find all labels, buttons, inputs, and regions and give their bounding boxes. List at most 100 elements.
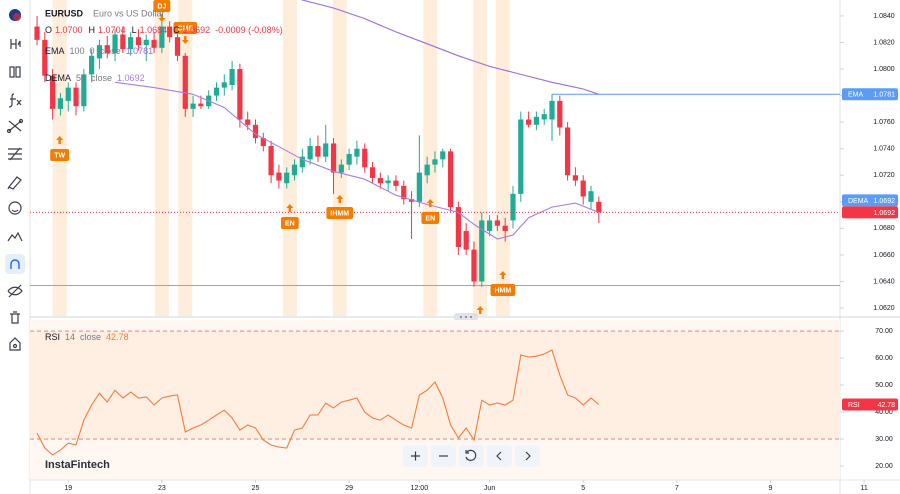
- ohlc-value: 1.0692: [183, 25, 211, 35]
- candle-body: [135, 37, 142, 46]
- fib-tool[interactable]: [8, 147, 22, 161]
- candle-body: [416, 172, 422, 202]
- rsi-band: [30, 331, 840, 440]
- x-tick-label: 7: [675, 485, 679, 492]
- ema-legend: EMA 100 0 close 1.0781: [45, 46, 153, 56]
- y-tick-label: 1.0820: [873, 39, 895, 46]
- indicator-value: 1.0781: [126, 46, 154, 56]
- event-label: IHMM: [330, 210, 349, 217]
- toolbar: [0, 0, 31, 494]
- indicators-button[interactable]: [8, 93, 22, 108]
- candle-body: [502, 225, 508, 232]
- candle-body: [221, 82, 227, 88]
- indicator-name: RSI: [45, 332, 60, 342]
- event-arrow: [158, 14, 166, 22]
- y-tick-label: 1.0840: [873, 13, 895, 20]
- y-tick-label: 50.00: [875, 382, 893, 389]
- candle-body: [96, 45, 103, 59]
- candle-body: [229, 69, 235, 85]
- axis-value-label-bg: [842, 206, 898, 219]
- candle-body: [112, 34, 118, 54]
- candle-body: [190, 103, 196, 109]
- event-label: TW: [54, 152, 65, 159]
- candle-body: [494, 220, 500, 226]
- candle-body: [315, 146, 321, 157]
- candle-body: [541, 114, 547, 120]
- axis-label-value: 1.0692: [874, 198, 896, 205]
- lock-tool[interactable]: [9, 337, 21, 351]
- chart-type-button[interactable]: [9, 66, 21, 78]
- y-tick-label: 70.00: [875, 328, 893, 335]
- y-tick-label: 1.0640: [873, 278, 895, 285]
- ohlc-value: 1.0704: [98, 25, 126, 35]
- candle-body: [479, 220, 485, 282]
- candle-body: [128, 37, 134, 50]
- candle-body: [237, 69, 243, 120]
- interval-button[interactable]: [10, 39, 21, 49]
- candle-body: [377, 177, 383, 184]
- scroll-left[interactable]: [487, 445, 512, 467]
- event-band: [423, 0, 438, 316]
- candle-body: [42, 39, 48, 76]
- candle-body: [385, 180, 391, 184]
- candle-body: [354, 148, 360, 157]
- zoom-in[interactable]: [403, 445, 428, 467]
- patterns-tool[interactable]: [7, 231, 23, 242]
- x-tick-label: 11: [860, 485, 867, 492]
- y-tick-label: 1.0760: [873, 119, 895, 126]
- candle-body: [408, 199, 415, 202]
- candle-body: [213, 87, 220, 96]
- candle-body: [572, 175, 579, 181]
- event-label-bg: [421, 212, 440, 224]
- candle-body: [307, 146, 313, 160]
- y-tick-label: 1.0720: [873, 172, 895, 179]
- indicator-param: 50: [76, 73, 86, 83]
- candle-body: [167, 26, 173, 38]
- x-tick-label: 29: [345, 485, 353, 492]
- candle-body: [510, 193, 516, 221]
- event-band: [154, 0, 169, 316]
- event-label-bg: [50, 149, 70, 161]
- candle-body: [432, 159, 438, 165]
- candle-body: [34, 26, 40, 40]
- candle-body: [525, 119, 532, 125]
- ohlc-value: 1.0700: [55, 25, 83, 35]
- candle-body: [143, 39, 149, 46]
- y-tick-label: 30.00: [875, 436, 893, 443]
- candle-body: [486, 220, 493, 232]
- delete-tool[interactable]: [10, 311, 20, 324]
- y-tick-label: 1.0740: [873, 146, 895, 153]
- scroll-right[interactable]: [515, 445, 540, 467]
- symbol-flag[interactable]: [9, 9, 21, 21]
- price-pane: [30, 0, 840, 287]
- axes: 1.08401.08201.08001.07801.07601.07401.07…: [64, 13, 898, 492]
- symbol: EURUSD: [45, 8, 84, 18]
- reset-view[interactable]: [459, 445, 484, 467]
- hide-tool[interactable]: [7, 284, 23, 298]
- axis-label-name: RSI: [848, 402, 860, 409]
- candle-body: [81, 74, 87, 107]
- dema-legend: DEMA 50 close 1.0692: [45, 73, 145, 83]
- candle-body: [557, 100, 563, 128]
- event-band: [178, 0, 193, 316]
- indicator-param: close: [100, 46, 121, 56]
- y-tick-label: 20.00: [875, 463, 893, 470]
- x-tick-label: 12:00: [411, 485, 429, 492]
- zoom-controls: [403, 445, 540, 467]
- ohlc-key: H: [89, 25, 96, 35]
- event-arrow: [181, 36, 189, 44]
- candle-body: [596, 201, 602, 213]
- candle-body: [276, 172, 282, 181]
- emoji-tool[interactable]: [8, 201, 22, 215]
- trend-line-tool[interactable]: [6, 118, 24, 134]
- indicator-name: DEMA: [45, 73, 71, 83]
- magnet-tool[interactable]: [5, 254, 25, 274]
- event-label-bg: [280, 217, 299, 229]
- event-band: [495, 0, 510, 316]
- zoom-out[interactable]: [431, 445, 456, 467]
- brush-tool[interactable]: [7, 176, 22, 190]
- candle-body: [393, 180, 399, 186]
- event-arrow: [476, 306, 484, 314]
